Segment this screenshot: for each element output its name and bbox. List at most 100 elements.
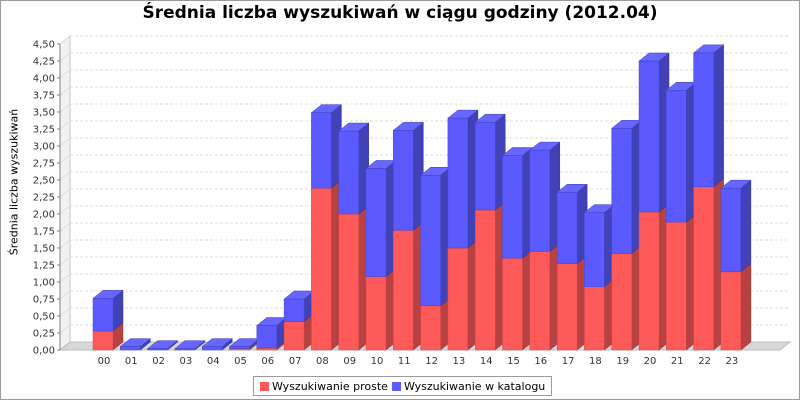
bar bbox=[229, 346, 250, 349]
y-tick-label: 3,25 bbox=[33, 125, 55, 136]
gridline-side bbox=[59, 52, 71, 62]
gridline-side bbox=[59, 273, 71, 283]
bar bbox=[529, 149, 551, 252]
bar-top bbox=[337, 122, 370, 132]
gridline-side bbox=[59, 154, 71, 164]
bar bbox=[120, 346, 141, 351]
bar bbox=[529, 251, 551, 351]
y-tick-label: 1,00 bbox=[33, 278, 55, 289]
bar bbox=[365, 168, 387, 277]
y-tick-label: 3,75 bbox=[33, 91, 55, 102]
bar bbox=[311, 187, 332, 351]
bar-top bbox=[447, 109, 479, 119]
gridline-side bbox=[59, 324, 71, 334]
x-tick-label: 12 bbox=[425, 356, 438, 367]
x-tick-label: 23 bbox=[726, 356, 739, 367]
x-tick-label: 03 bbox=[180, 356, 193, 367]
bar bbox=[201, 346, 223, 351]
bar-top bbox=[92, 290, 124, 299]
x-tick-label: 06 bbox=[261, 356, 274, 367]
x-tick-label: 18 bbox=[589, 356, 602, 367]
y-tick-label: 0,50 bbox=[33, 312, 55, 323]
bar bbox=[365, 276, 387, 351]
x-tick-label: 16 bbox=[534, 356, 547, 367]
bar-top bbox=[501, 147, 534, 156]
y-tick-label: 0,00 bbox=[33, 346, 55, 357]
bar bbox=[447, 117, 469, 249]
bar-top bbox=[556, 183, 588, 193]
chart-legend: Wyszukiwanie proste Wyszukiwanie w katal… bbox=[253, 376, 553, 396]
bar bbox=[283, 321, 305, 351]
x-tick-label: 05 bbox=[234, 356, 247, 367]
bar-top bbox=[174, 340, 206, 349]
chart-title: Średnia liczba wyszukiwań w ciągu godzin… bbox=[142, 3, 658, 23]
bar bbox=[720, 187, 742, 273]
x-tick-label: 13 bbox=[453, 356, 466, 367]
y-tick-label: 2,00 bbox=[33, 210, 55, 221]
gridline-side bbox=[59, 69, 71, 79]
x-tick-label: 22 bbox=[698, 356, 711, 367]
x-tick-label: 08 bbox=[316, 356, 329, 367]
bar-top bbox=[310, 104, 343, 113]
legend-label-proste: Wyszukiwanie proste bbox=[272, 379, 388, 393]
y-tick-label: 2,25 bbox=[33, 193, 55, 204]
bar bbox=[393, 130, 414, 231]
x-tick-label: 19 bbox=[616, 356, 629, 367]
x-tick-label: 00 bbox=[98, 356, 111, 367]
bar bbox=[611, 253, 632, 351]
bar-top bbox=[201, 338, 233, 347]
y-tick-label: 0,25 bbox=[33, 329, 55, 340]
y-tick-label: 4,25 bbox=[33, 57, 55, 68]
gridline-side bbox=[59, 205, 71, 215]
gridline-side bbox=[59, 86, 71, 96]
y-tick-label: 0,75 bbox=[33, 295, 55, 306]
bar bbox=[338, 213, 359, 351]
bar bbox=[338, 130, 359, 215]
bar bbox=[666, 221, 687, 351]
bar bbox=[256, 325, 278, 349]
bar bbox=[393, 230, 414, 351]
x-tick-label: 07 bbox=[289, 356, 302, 367]
bar bbox=[311, 112, 332, 189]
gridline-side bbox=[59, 256, 71, 266]
y-tick-label: 2,75 bbox=[33, 159, 55, 170]
gridline-side bbox=[59, 307, 71, 317]
gridline-side bbox=[59, 103, 71, 113]
bar bbox=[720, 271, 742, 351]
bar bbox=[693, 186, 714, 351]
legend-item-katalog: Wyszukiwanie w katalogu bbox=[391, 380, 545, 393]
bar bbox=[474, 209, 496, 351]
y-tick-label: 4,50 bbox=[33, 40, 55, 51]
x-tick-label: 02 bbox=[152, 356, 165, 367]
x-tick-label: 01 bbox=[125, 356, 138, 367]
bar bbox=[420, 174, 441, 307]
bar-top bbox=[119, 338, 152, 347]
gridline-side bbox=[59, 120, 71, 130]
bar-side bbox=[740, 179, 752, 273]
gridline-side bbox=[59, 137, 71, 147]
x-tick-label: 11 bbox=[398, 356, 411, 367]
legend-swatch-proste bbox=[260, 381, 269, 391]
bar-top bbox=[146, 340, 179, 349]
bar bbox=[420, 305, 441, 351]
bar bbox=[638, 60, 660, 213]
bar bbox=[92, 298, 114, 332]
y-tick-label: 3,50 bbox=[33, 108, 55, 119]
gridline-side bbox=[59, 188, 71, 198]
x-tick-label: 15 bbox=[507, 356, 520, 367]
y-tick-label: 3,00 bbox=[33, 142, 55, 153]
bar-side bbox=[713, 44, 724, 188]
bar bbox=[283, 298, 305, 322]
y-tick-label: 1,50 bbox=[33, 244, 55, 255]
bar bbox=[666, 89, 687, 223]
legend-item-proste: Wyszukiwanie proste bbox=[260, 380, 388, 393]
bar bbox=[556, 263, 578, 351]
gridline-side bbox=[59, 35, 71, 45]
bar-top bbox=[638, 52, 670, 62]
bar bbox=[638, 211, 660, 351]
x-tick-label: 20 bbox=[644, 356, 657, 367]
bar bbox=[584, 286, 605, 351]
y-tick-label: 1,25 bbox=[33, 261, 55, 272]
x-tick-label: 10 bbox=[371, 356, 384, 367]
